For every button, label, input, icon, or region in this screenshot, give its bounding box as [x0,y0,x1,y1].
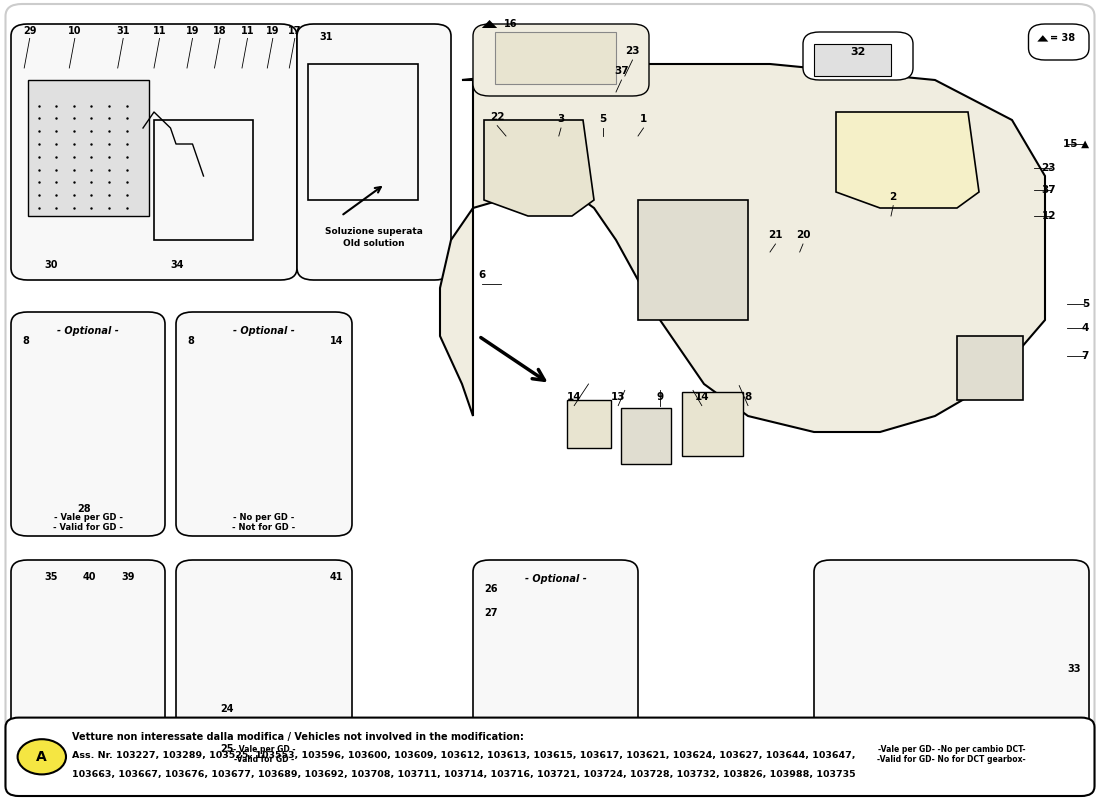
Bar [638,200,748,320]
Text: 4: 4 [1081,323,1089,333]
Text: 7: 7 [1081,351,1089,361]
Text: 32: 32 [850,47,866,57]
Circle shape [18,739,66,774]
FancyBboxPatch shape [473,560,638,768]
Text: 18: 18 [213,26,227,36]
Text: 19: 19 [266,26,279,36]
Text: 24: 24 [220,704,233,714]
Polygon shape [1037,35,1048,42]
FancyBboxPatch shape [6,718,1094,796]
Text: - Vale per GD -
- Valid for GD -: - Vale per GD - - Valid for GD - [53,513,123,532]
FancyBboxPatch shape [473,24,649,96]
Text: 28: 28 [77,504,90,514]
Bar [566,400,610,448]
Text: 5: 5 [1081,299,1089,309]
FancyBboxPatch shape [176,312,352,536]
Text: 30: 30 [44,260,57,270]
FancyBboxPatch shape [6,4,1094,796]
Text: 31: 31 [319,32,332,42]
FancyBboxPatch shape [1028,24,1089,60]
Text: 35: 35 [44,572,57,582]
Text: 34: 34 [170,260,184,270]
Text: 14: 14 [694,392,710,402]
Text: - Vale per GD -
-Valid for GD -: - Vale per GD - -Valid for GD - [233,745,295,764]
Text: 15 ▲: 15 ▲ [1063,139,1089,149]
FancyBboxPatch shape [803,32,913,80]
Text: 19: 19 [186,26,199,36]
FancyBboxPatch shape [11,560,165,768]
Text: 5: 5 [600,114,606,124]
Text: 9: 9 [657,392,663,402]
Polygon shape [484,120,594,216]
Text: 39: 39 [121,572,134,582]
Bar [682,392,742,456]
Text: 23: 23 [625,46,640,56]
Text: 2: 2 [890,192,896,202]
Text: Vetture non interessate dalla modifica / Vehicles not involved in the modificati: Vetture non interessate dalla modifica /… [72,732,524,742]
Text: A: A [36,750,47,764]
Text: - Optional -: - Optional - [233,326,295,336]
Text: 27: 27 [484,608,497,618]
Text: 22: 22 [490,111,505,122]
Bar [814,44,891,76]
Text: - Optional -: - Optional - [57,326,119,336]
FancyBboxPatch shape [176,560,352,768]
Text: 12: 12 [1042,211,1056,221]
Text: 29: 29 [23,26,36,36]
Text: 31: 31 [117,26,130,36]
Text: - Optional -: - Optional - [525,574,586,584]
Text: 3: 3 [558,114,564,124]
Text: 16: 16 [504,19,517,29]
FancyBboxPatch shape [11,312,165,536]
Text: - No per GD -
- Not for GD -: - No per GD - - Not for GD - [232,513,296,532]
Text: 10: 10 [68,26,81,36]
Text: 37: 37 [1042,186,1056,195]
Text: 14: 14 [566,392,582,402]
Text: 1: 1 [640,114,647,124]
Text: = 38: = 38 [1050,34,1076,43]
Text: 33: 33 [1067,664,1080,674]
Bar [308,64,418,200]
Text: Ass. Nr. 103227, 103289, 103525, 103553, 103596, 103600, 103609, 103612, 103613,: Ass. Nr. 103227, 103289, 103525, 103553,… [72,751,855,760]
Text: 103663, 103667, 103676, 103677, 103689, 103692, 103708, 103711, 103714, 103716, : 103663, 103667, 103676, 103677, 103689, … [72,770,855,779]
Bar [495,32,616,84]
Text: 17: 17 [288,26,301,36]
Text: 11: 11 [241,26,254,36]
Text: 14: 14 [330,336,343,346]
Text: Soluzione superata
Old solution: Soluzione superata Old solution [326,226,422,248]
Text: 8: 8 [22,336,29,346]
Text: 23: 23 [1042,163,1056,173]
Text: 21: 21 [768,230,783,240]
Polygon shape [836,112,979,208]
Bar [621,408,671,464]
Polygon shape [440,64,1045,432]
Text: 6: 6 [478,270,485,280]
Text: 8: 8 [745,392,751,402]
Text: 13: 13 [610,392,626,402]
Text: 26: 26 [484,584,497,594]
Text: 11: 11 [153,26,166,36]
FancyBboxPatch shape [814,560,1089,768]
Text: 8: 8 [187,336,194,346]
Bar [28,80,148,216]
Text: -Vale per GD- -No per cambio DCT-
-Valid for GD- No for DCT gearbox-: -Vale per GD- -No per cambio DCT- -Valid… [877,745,1026,764]
Text: 36: 36 [22,752,35,762]
Text: 37: 37 [614,66,629,76]
Text: AUTO
DOC
MOTOR
ING: AUTO DOC MOTOR ING [455,246,755,554]
Text: 40: 40 [82,572,96,582]
Text: 20: 20 [795,230,811,240]
FancyBboxPatch shape [11,24,297,280]
Bar [154,120,253,240]
Text: 25: 25 [220,744,233,754]
FancyBboxPatch shape [297,24,451,280]
Bar [957,336,1023,400]
Text: 41: 41 [330,572,343,582]
Polygon shape [482,20,497,28]
